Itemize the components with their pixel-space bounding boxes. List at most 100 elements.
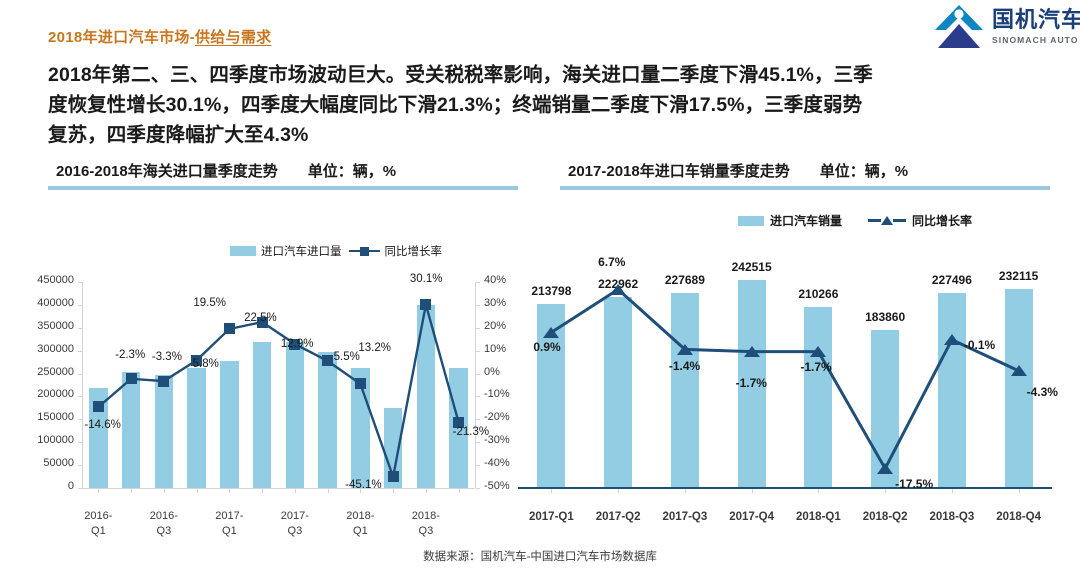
y2-axis-label: -40%: [484, 457, 510, 470]
data-label: -4.3%: [1026, 384, 1058, 399]
x-axis-label: 2018-Q4: [996, 511, 1041, 523]
bar-value-label: 242515: [731, 259, 772, 274]
left-title-rule: [48, 186, 518, 190]
bar-value-label: 222962: [598, 276, 639, 291]
x-axis-label: 2016- Q1: [84, 510, 113, 537]
x-tick: [951, 489, 953, 493]
trend-line: [97, 304, 460, 482]
bar: [449, 368, 468, 488]
y2-axis-label: 40%: [484, 274, 507, 286]
y2-axis-label: 0%: [484, 365, 500, 378]
y2-tick: [476, 465, 480, 467]
legend-swatch-bar: [738, 215, 764, 226]
x-tick: [1018, 489, 1020, 493]
bar: [604, 296, 633, 487]
left-y-axis: [82, 282, 83, 488]
page-kicker: 2018年进口汽车市场-供给与需求: [48, 26, 271, 47]
trend-line: [550, 287, 1020, 472]
y2-axis-label: -50%: [484, 480, 510, 492]
x-axis-label: 2017-Q3: [662, 511, 708, 523]
data-label: -2.3%: [115, 348, 146, 361]
x-axis: [82, 488, 475, 489]
bar-value-label: 183860: [865, 310, 906, 324]
line-marker: [943, 334, 960, 346]
line-marker: [256, 316, 268, 328]
bar-value-label: 210266: [798, 287, 839, 302]
y2-tick: [476, 350, 480, 352]
x-tick: [196, 489, 198, 493]
x-axis-label: 2018-Q3: [929, 511, 975, 523]
right-chart-plot: 213798 222962 227689 242515 210266 183860 2274…: [500, 255, 1060, 505]
left-chart-title: 2016-2018年海关进口量季度走势: [56, 163, 278, 180]
y-axis-label: 150000: [37, 411, 74, 424]
left-chart-unit: 单位：辆，%: [307, 163, 397, 180]
y2-tick: [476, 282, 480, 283]
bar-value-label: 213798: [531, 284, 572, 299]
brand-text: 国机汽车 SINOMACH AUTO: [992, 9, 1080, 45]
y-axis-label: 350000: [37, 319, 74, 332]
line-marker: [92, 401, 104, 413]
bar: [187, 368, 206, 488]
x-axis-label: 2017-Q3: [280, 510, 309, 537]
y2-tick: [476, 327, 480, 329]
brand-name-cn: 国机汽车: [991, 7, 1080, 33]
right-chart-xaxis: 2017-Q1 2017-Q2 2017-Q3 2017-Q4 2018-Q1 2018-…: [500, 506, 1060, 536]
x-tick: [163, 489, 165, 493]
sinomach-mountain-icon: [933, 4, 985, 50]
bar: [670, 292, 699, 487]
x-axis-label: 2017-Q4: [729, 511, 774, 523]
y-tick: [78, 282, 82, 283]
line-marker: [453, 416, 465, 428]
data-label: 19.5%: [193, 296, 226, 309]
x-tick: [360, 489, 362, 493]
line-marker: [387, 471, 399, 483]
y-tick: [78, 465, 82, 467]
line-marker: [543, 326, 560, 338]
bar: [220, 360, 239, 488]
bar: [737, 279, 766, 487]
line-marker: [877, 463, 894, 474]
x-axis-label: 2017-Q1: [215, 510, 244, 537]
line-marker: [610, 283, 627, 295]
x-tick: [458, 489, 460, 493]
y-tick: [78, 327, 82, 329]
legend-swatch-bar: [230, 246, 256, 256]
data-label: 22.5%: [244, 312, 277, 325]
data-label: -1.7%: [800, 359, 832, 374]
bar: [383, 407, 403, 488]
y-axis-label: 100000: [37, 434, 74, 447]
brand-logo: 国机汽车 SINOMACH AUTO: [933, 4, 1080, 50]
x-tick: [229, 489, 231, 493]
left-chart-panel: 2016-2018年海关进口量季度走势 单位：辆，%: [48, 160, 518, 190]
bar-value-label: 227689: [664, 272, 705, 287]
x-axis-label: 2016- Q3: [149, 510, 178, 537]
line-marker: [810, 346, 827, 358]
x-axis: [518, 487, 1052, 489]
right-chart-legend: 进口汽车销量 同比增长率: [738, 212, 972, 229]
x-axis-label: 2017-Q1: [528, 511, 574, 523]
y-tick: [78, 442, 82, 444]
bar: [937, 292, 966, 487]
x-tick: [751, 489, 753, 493]
bar: [121, 372, 141, 488]
bar: [871, 330, 900, 487]
legend-marker-line-triangle: [868, 216, 907, 225]
left-chart-xaxis: 2016- Q1 2016- Q3 2017- Q1 2017- Q3 2018- Q1 2018-…: [20, 505, 520, 545]
data-label: 13.2%: [358, 341, 391, 354]
line-marker: [743, 346, 760, 358]
x-tick: [818, 489, 820, 493]
right-title-rule: [560, 186, 1050, 190]
data-label: -0.1%: [963, 337, 996, 352]
x-tick: [684, 489, 686, 493]
x-tick: [327, 489, 329, 493]
data-label: -14.6%: [84, 418, 121, 431]
x-tick: [551, 489, 553, 493]
legend-label-bar: 进口汽车进口量: [261, 246, 342, 258]
right-y-axis: [475, 282, 476, 488]
y-tick: [78, 373, 82, 375]
y-axis-label: 0: [67, 480, 74, 492]
bar: [1004, 288, 1033, 487]
data-label: 0.9%: [533, 340, 561, 355]
line-marker: [354, 378, 366, 390]
right-chart-unit: 单位：辆，%: [819, 163, 909, 180]
